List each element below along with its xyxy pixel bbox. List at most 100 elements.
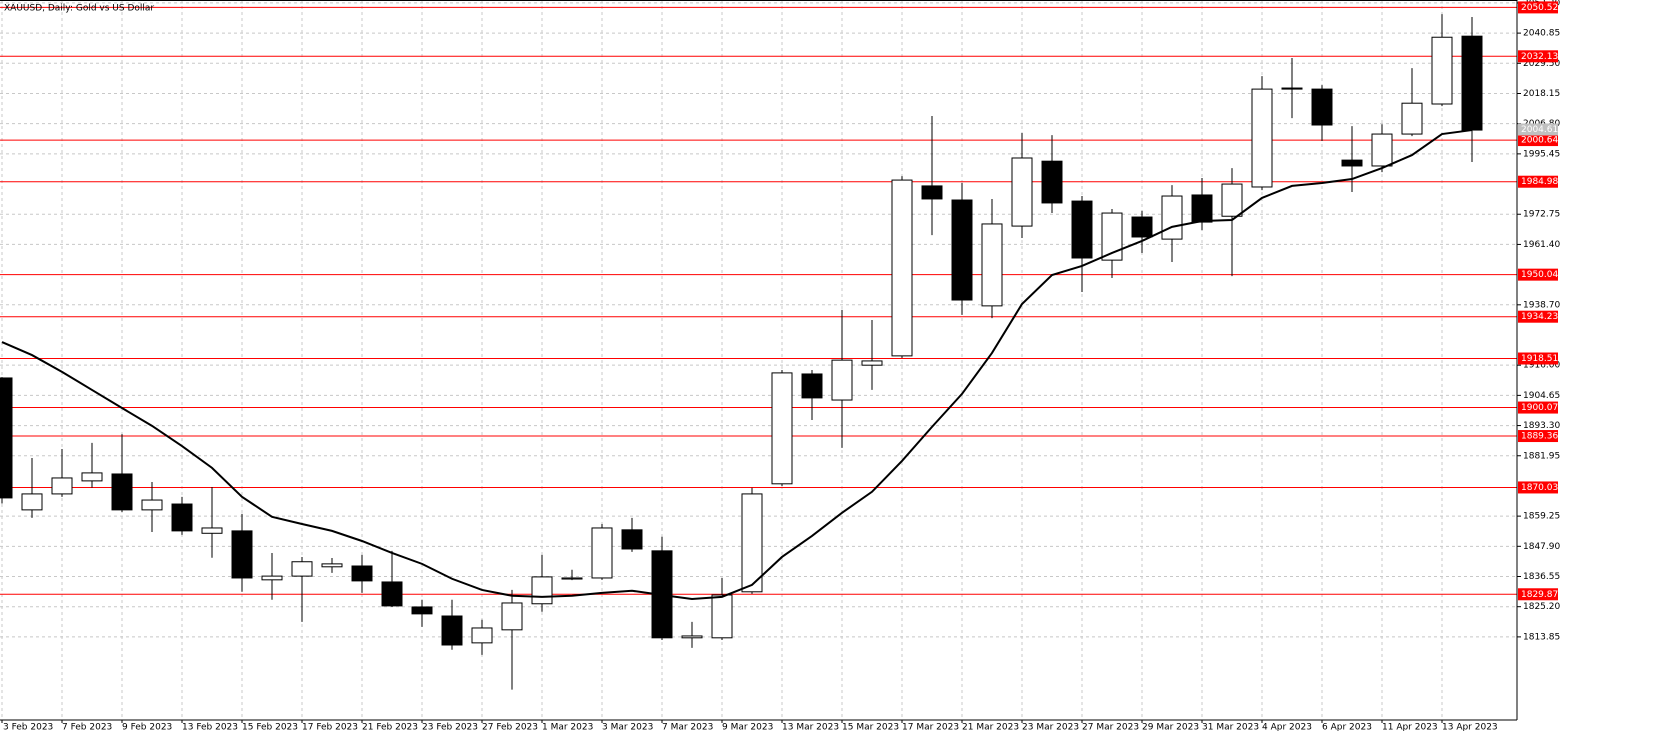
x-tick-label: 15 Mar 2023 <box>842 723 899 731</box>
candle-body <box>621 529 643 550</box>
level-label: 1889.36 <box>1521 432 1558 442</box>
y-tick-label: 1859.25 <box>1523 512 1560 522</box>
candle-body <box>201 527 223 534</box>
candle-body <box>351 565 373 582</box>
candle-body <box>591 527 613 579</box>
candle-body <box>1221 183 1243 217</box>
level-label: 1829.87 <box>1521 590 1558 600</box>
candle-body <box>891 179 913 357</box>
candle-body <box>1071 200 1093 259</box>
x-tick-label: 17 Mar 2023 <box>902 723 959 731</box>
x-tick-label: 11 Apr 2023 <box>1382 723 1438 731</box>
level-label-box <box>1518 481 1558 494</box>
last-price-label: 2004.61 <box>1521 125 1558 135</box>
x-tick-label: 3 Feb 2023 <box>3 723 53 731</box>
candle-body <box>1101 212 1123 261</box>
y-tick-label: 1836.55 <box>1523 572 1560 582</box>
y-tick-label: 1995.45 <box>1523 149 1560 159</box>
x-tick-label: 13 Feb 2023 <box>182 723 238 731</box>
axis: 2052.202040.852029.502018.152006.801995.… <box>0 0 1560 731</box>
x-tick-label: 7 Mar 2023 <box>662 723 713 731</box>
x-tick-label: 4 Apr 2023 <box>1262 723 1312 731</box>
x-tick-label: 31 Mar 2023 <box>1202 723 1259 731</box>
candle-body <box>951 199 973 301</box>
level-label-box <box>1518 134 1558 147</box>
candle-body <box>81 472 103 482</box>
y-tick-label: 1813.85 <box>1523 632 1560 642</box>
x-tick-label: 3 Mar 2023 <box>602 723 653 731</box>
x-tick-label: 7 Feb 2023 <box>62 723 112 731</box>
x-tick-label: 13 Apr 2023 <box>1442 723 1498 731</box>
level-label-box <box>1518 588 1558 601</box>
y-tick-label: 1847.90 <box>1523 542 1560 552</box>
x-tick-label: 29 Mar 2023 <box>1142 723 1199 731</box>
candle-body <box>231 530 253 579</box>
candle-body <box>111 473 133 511</box>
candle-body <box>1191 194 1213 223</box>
y-tick-label: 1893.30 <box>1523 421 1560 431</box>
candle-body <box>1251 88 1273 188</box>
candle-body <box>51 477 73 495</box>
level-label-box <box>1518 268 1558 281</box>
level-label-box <box>1518 1 1558 14</box>
candle-body <box>771 372 793 485</box>
candle-body <box>171 503 193 532</box>
candle-body <box>681 635 703 639</box>
candle-body <box>801 373 823 399</box>
level-label-box <box>1518 352 1558 365</box>
candle-body <box>1131 216 1153 238</box>
candle-body <box>741 493 763 593</box>
y-tick-label: 1972.75 <box>1523 210 1560 220</box>
candle-body <box>381 581 403 607</box>
x-tick-label: 23 Feb 2023 <box>422 723 478 731</box>
level-label: 1984.98 <box>1521 177 1558 187</box>
moving-average-line <box>1 129 1473 600</box>
marks <box>0 14 1483 690</box>
x-tick-label: 9 Mar 2023 <box>722 723 773 731</box>
level-label: 1950.04 <box>1521 270 1558 280</box>
candle-body <box>531 576 553 605</box>
y-tick-label: 1938.70 <box>1523 300 1560 310</box>
x-tick-label: 9 Feb 2023 <box>122 723 172 731</box>
candle-body <box>501 602 523 631</box>
candle-body <box>831 359 853 401</box>
level-label: 2050.52 <box>1521 3 1558 13</box>
candle-body <box>1041 160 1063 204</box>
y-tick-label: 1881.95 <box>1523 451 1560 461</box>
level-label: 1870.03 <box>1521 483 1558 493</box>
candle-body <box>1311 88 1333 126</box>
candle-body <box>1341 159 1363 167</box>
candle-body <box>441 615 463 646</box>
candle-body <box>981 223 1003 307</box>
last-price-box <box>1518 123 1558 136</box>
level-label: 2032.13 <box>1521 52 1558 62</box>
x-tick-label: 15 Feb 2023 <box>242 723 298 731</box>
y-tick-label: 1904.65 <box>1523 391 1560 401</box>
x-tick-label: 17 Feb 2023 <box>302 723 358 731</box>
level-label: 1934.23 <box>1521 312 1558 322</box>
level-label-box <box>1518 175 1558 188</box>
x-tick-label: 13 Mar 2023 <box>782 723 839 731</box>
level-label: 1900.07 <box>1521 403 1558 413</box>
x-tick-label: 21 Mar 2023 <box>962 723 1019 731</box>
candle-body <box>411 606 433 615</box>
candle-body <box>321 563 343 568</box>
y-tick-label: 2040.85 <box>1523 29 1560 39</box>
candle-body <box>0 377 13 499</box>
candle-body <box>921 185 943 200</box>
candle-body <box>291 561 313 577</box>
levels <box>0 6 1517 595</box>
x-tick-label: 1 Mar 2023 <box>542 723 593 731</box>
level-label-box <box>1518 310 1558 323</box>
level-label: 1918.51 <box>1521 354 1558 364</box>
y-tick-label: 1916.00 <box>1523 361 1560 371</box>
chart-title: XAUUSD, Daily: Gold vs US Dollar <box>4 4 154 14</box>
candle-body <box>1431 36 1453 105</box>
level-label-box <box>1518 401 1558 414</box>
candle-body <box>471 627 493 644</box>
candle-body <box>21 493 43 511</box>
y-tick-label: 2029.50 <box>1523 59 1560 69</box>
candle-body <box>561 577 583 580</box>
